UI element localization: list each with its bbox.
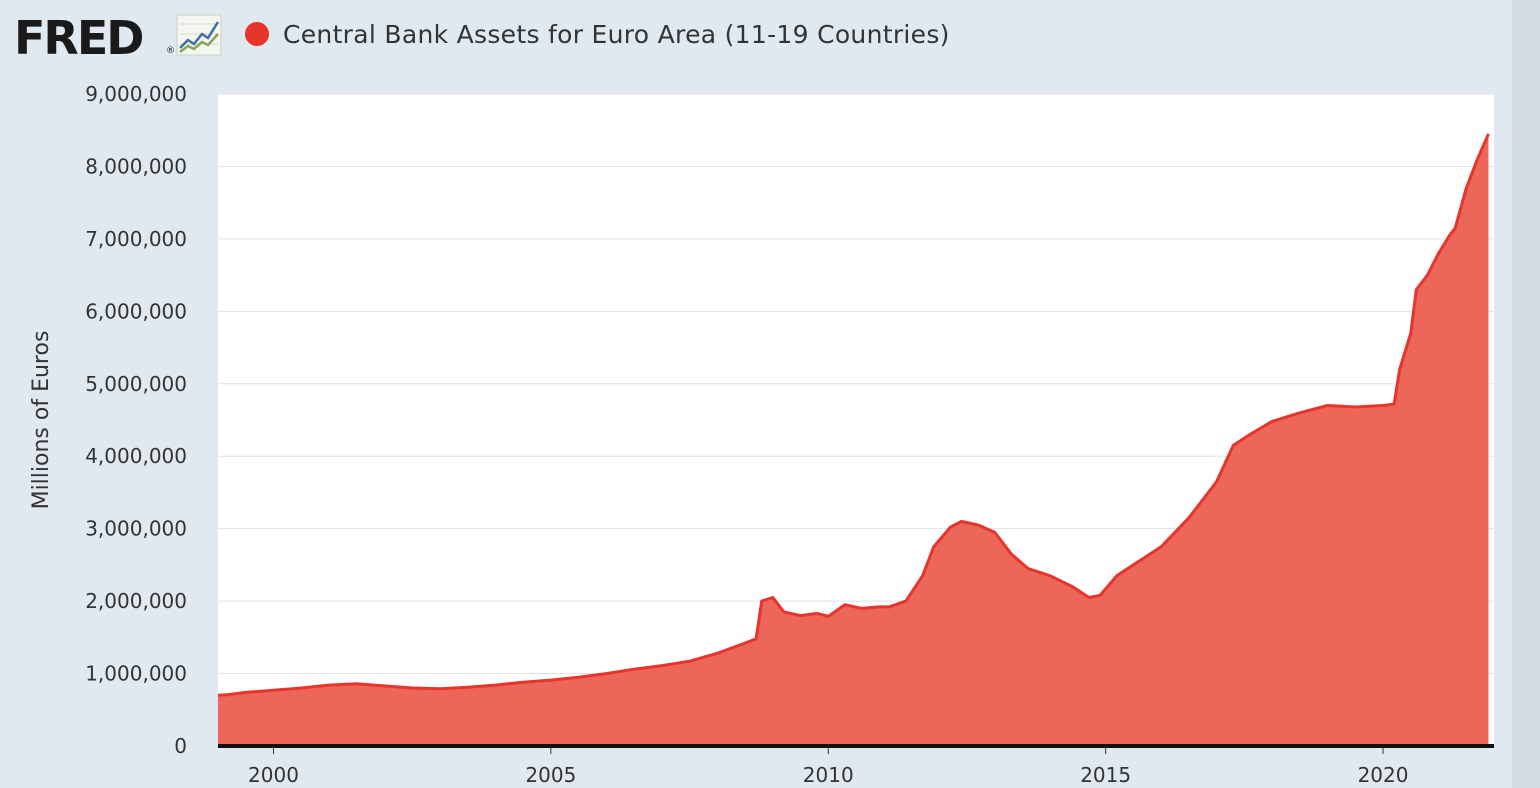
fred-logo[interactable]: FRED — [14, 11, 144, 65]
y-tick-label: 9,000,000 — [85, 82, 187, 106]
x-tick-label: 2005 — [525, 763, 576, 787]
y-tick-label: 6,000,000 — [85, 299, 187, 323]
y-tick-label: 8,000,000 — [85, 154, 187, 178]
series-area-fill — [218, 133, 1489, 747]
y-axis: 0 1,000,000 2,000,000 3,000,000 4,000,000 5,0… — [85, 82, 187, 758]
registered-mark: ® — [166, 46, 175, 56]
x-tick-label: 2015 — [1080, 763, 1131, 787]
side-panel-strip — [1512, 0, 1540, 788]
x-tick-label: 2020 — [1358, 763, 1409, 787]
y-tick-label: 4,000,000 — [85, 444, 187, 468]
chart-title[interactable]: Central Bank Assets for Euro Area (11-19… — [283, 20, 950, 49]
x-tick-label: 2000 — [248, 763, 299, 787]
chart-header: FRED ® Central Bank Assets for Euro Area… — [0, 0, 1540, 80]
y-tick-label: 2,000,000 — [85, 589, 187, 613]
y-tick-label: 3,000,000 — [85, 517, 187, 541]
x-tick-label: 2010 — [803, 763, 854, 787]
y-tick-label: 0 — [174, 734, 187, 758]
series-color-dot — [245, 22, 269, 46]
y-tick-label: 5,000,000 — [85, 372, 187, 396]
y-tick-label: 7,000,000 — [85, 227, 187, 251]
series-line[interactable] — [217, 133, 1490, 697]
x-axis: 2000 2005 2010 2015 2020 — [248, 746, 1408, 787]
y-tick-label: 1,000,000 — [85, 662, 187, 686]
series-area — [217, 133, 1490, 747]
line-chart-icon — [176, 14, 222, 56]
y-axis-label: Millions of Euros — [29, 331, 54, 510]
